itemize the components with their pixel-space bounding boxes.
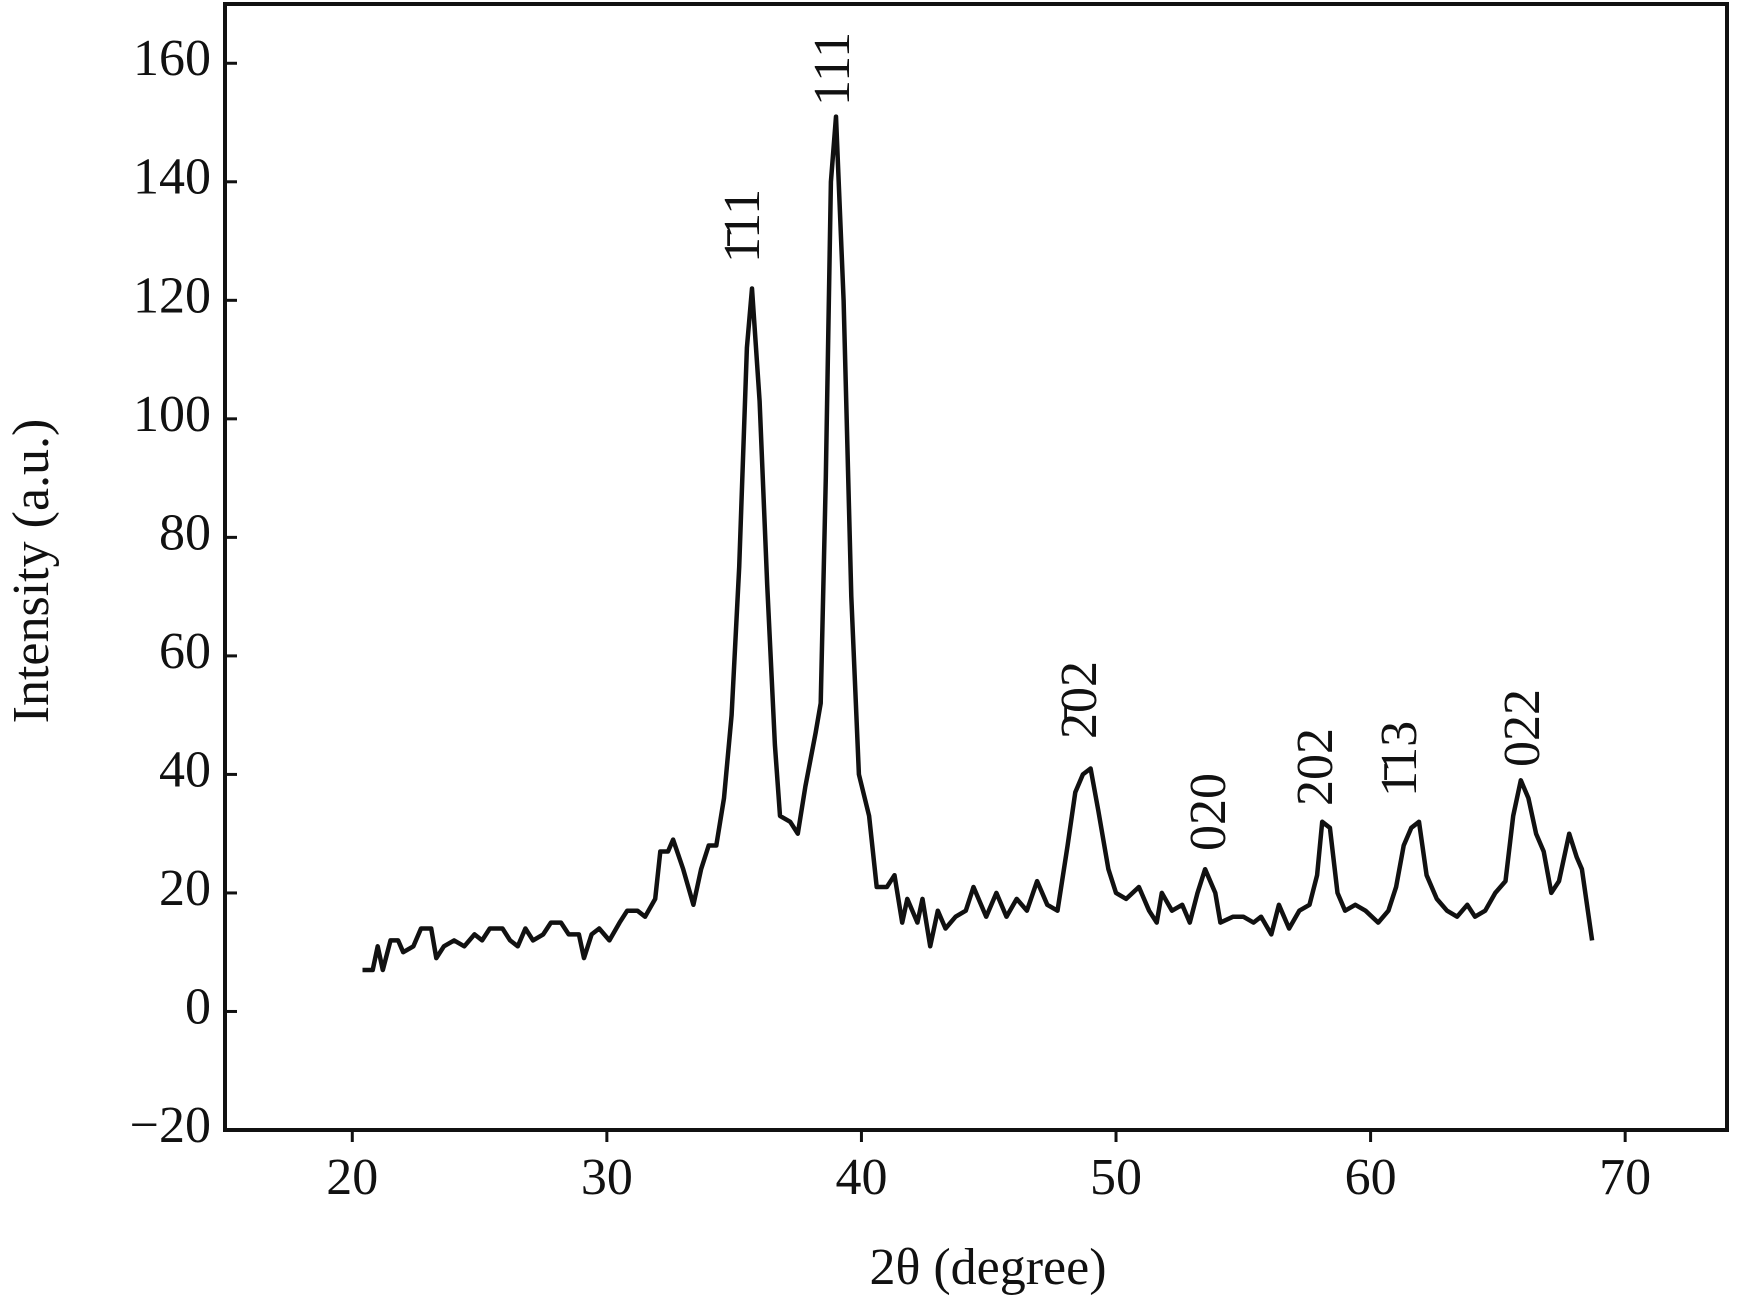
y-tick-label: 120: [133, 267, 211, 324]
data-line: [362, 114, 1595, 973]
x-tick-label: 70: [1599, 1149, 1651, 1206]
x-tick-label: 30: [581, 1149, 633, 1206]
y-tick-label: 80: [159, 504, 211, 561]
peak-label: 202: [1287, 728, 1344, 806]
y-tick-label: 40: [159, 741, 211, 798]
y-tick-label: 100: [133, 386, 211, 443]
peak-label: 111: [804, 32, 861, 106]
y-tick-label: 140: [133, 149, 211, 206]
y-tick-label: 0: [185, 978, 211, 1035]
x-tick-label: 50: [1090, 1149, 1142, 1206]
peak-label: 1̄11: [714, 189, 771, 263]
y-tick-label: −20: [130, 1097, 211, 1154]
x-axis-label: 2θ (degree): [869, 1239, 1106, 1296]
peak-label: 022: [1494, 689, 1551, 767]
peak-label: 1̄13: [1371, 721, 1428, 797]
x-tick-label: 60: [1345, 1149, 1397, 1206]
y-axis-label: Intensity (a.u.): [3, 419, 60, 724]
x-tick-label: 40: [835, 1149, 887, 1206]
y-tick-label: 160: [133, 30, 211, 87]
x-tick-label: 20: [326, 1149, 378, 1206]
peak-label: 2̄02: [1051, 661, 1108, 739]
peak-label: 020: [1180, 773, 1237, 851]
y-tick-label: 20: [159, 860, 211, 917]
plot-frame: [223, 2, 1729, 1132]
y-tick-label: 60: [159, 623, 211, 680]
